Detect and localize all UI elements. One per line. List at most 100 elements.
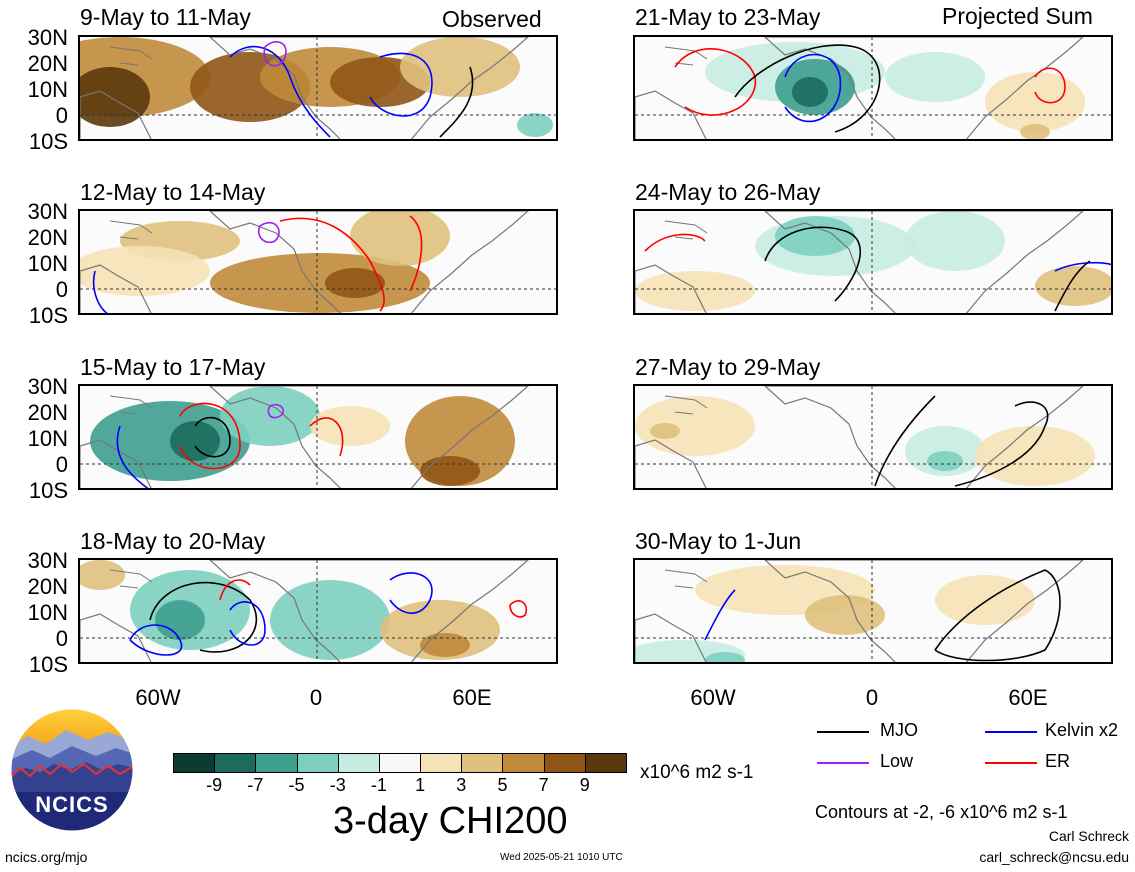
coastline <box>209 386 529 488</box>
footer-email[interactable]: carl_schreck@ncsu.edu <box>979 849 1129 865</box>
colorbar-swatch <box>214 753 257 773</box>
colorbar-tick-label: -1 <box>370 775 387 795</box>
wave-contour <box>1054 260 1091 312</box>
map-plot <box>635 386 1111 488</box>
lon-label-60w-right: 60W <box>690 685 736 710</box>
colorbar-swatch <box>461 753 504 773</box>
coastline <box>80 439 152 488</box>
lat-label-30n: 30N <box>27 374 68 399</box>
chi200-anomaly-blob <box>935 575 1035 625</box>
colorbar-swatch <box>173 753 216 773</box>
colorbar-tick-label: 1 <box>415 775 426 795</box>
coastline <box>209 37 529 139</box>
wave-contour <box>309 417 344 457</box>
observed-label: Observed <box>442 6 542 32</box>
lon-label-60e-left: 60E <box>452 685 492 710</box>
wave-contour <box>439 66 474 138</box>
coastline <box>635 613 707 662</box>
lat-label-10s: 10S <box>28 303 68 328</box>
coastline <box>80 90 152 139</box>
colorbar-swatch <box>255 753 298 773</box>
legend-mjo-label: MJO <box>880 720 918 740</box>
colorbar-tick-label: -7 <box>247 775 264 795</box>
panel-title-obs-4: 18-May to 20-May <box>80 528 266 554</box>
wave-contour <box>129 624 183 656</box>
map-plot <box>80 211 556 313</box>
chi200-anomaly-blob <box>635 396 755 456</box>
colorbar-tick-label: 9 <box>579 775 590 795</box>
lat-label-0: 0 <box>55 277 68 302</box>
chi200-anomaly-blob <box>885 52 985 102</box>
colorbar-title: 3-day CHI200 <box>333 800 568 842</box>
legend-er-swatch <box>985 762 1037 764</box>
panel-title-proj-3: 27-May to 29-May <box>635 354 821 380</box>
lat-label-10n: 10N <box>27 77 68 102</box>
coastline <box>635 264 707 313</box>
wave-contour <box>369 52 433 117</box>
wave-contour <box>267 403 285 419</box>
lon-label-60w-left: 60W <box>135 685 181 710</box>
map-panel-projected-4 <box>633 558 1113 664</box>
coastline <box>764 211 1084 313</box>
chi200-anomaly-blob <box>400 37 520 97</box>
colorbar-swatch <box>337 753 380 773</box>
wave-contour <box>644 233 706 252</box>
ncics-logo[interactable]: NCICS <box>10 708 134 832</box>
map-plot <box>635 211 1111 313</box>
lon-label-0-right: 0 <box>865 685 879 710</box>
legend-kelvin-swatch <box>985 731 1037 733</box>
wave-contour <box>116 425 149 488</box>
panel-title-proj-2: 24-May to 26-May <box>635 179 821 205</box>
panel-title-proj-1: 21-May to 23-May <box>635 4 821 30</box>
wave-contour <box>229 601 266 646</box>
map-panel-projected-2 <box>633 209 1113 315</box>
chi200-anomaly-blob <box>792 77 828 107</box>
chi200-anomaly-blob <box>155 600 205 640</box>
legend-low-label: Low <box>880 751 914 771</box>
caribbean-islands <box>109 46 153 66</box>
legend-mjo-swatch <box>817 731 869 733</box>
wave-contour <box>784 53 842 123</box>
lat-label-0: 0 <box>55 103 68 128</box>
chi200-anomaly-blob <box>270 580 390 660</box>
lat-label-30n: 30N <box>27 25 68 50</box>
wave-contour <box>194 416 231 458</box>
chi200-anomaly-blob <box>420 633 470 657</box>
map-panel-projected-1 <box>633 35 1113 141</box>
lat-label-10n: 10N <box>27 426 68 451</box>
lat-label-20n: 20N <box>27 400 68 425</box>
wave-contour <box>92 270 109 313</box>
colorbar-units: x10^6 m2 s-1 <box>640 762 754 783</box>
wave-contour <box>509 600 528 618</box>
chi200-anomaly-blob <box>1020 124 1050 139</box>
map-panel-observed-3 <box>78 384 558 490</box>
coastline <box>764 386 1084 488</box>
lat-label-0: 0 <box>55 452 68 477</box>
map-plot <box>80 37 556 139</box>
colorbar-tick-label: -5 <box>288 775 305 795</box>
coastline <box>80 613 152 662</box>
coastline <box>764 560 1084 662</box>
chi200-anomaly-blob <box>905 211 1005 271</box>
chi200-anomaly-blob <box>650 423 680 439</box>
colorbar-tick-label: 3 <box>456 775 467 795</box>
colorbar-swatch <box>543 753 586 773</box>
contours-note: Contours at -2, -6 x10^6 m2 s-1 <box>815 802 1068 822</box>
caribbean-islands <box>109 395 153 415</box>
chi200-anomaly-blob <box>170 421 220 461</box>
chi200-anomaly-blob <box>805 595 885 635</box>
legend-kelvin-label: Kelvin x2 <box>1045 720 1119 740</box>
map-panel-observed-2 <box>78 209 558 315</box>
panel-title-obs-1: 9-May to 11-May <box>80 4 251 30</box>
chi200-anomaly-blob <box>517 113 553 137</box>
chi200-anomaly-blob <box>985 72 1085 132</box>
chi200-anomaly-blob <box>927 451 963 471</box>
coastline <box>209 560 529 662</box>
coastline <box>209 211 529 313</box>
wave-contour <box>149 581 257 653</box>
map-panel-observed-4 <box>78 558 558 664</box>
footer-url[interactable]: ncics.org/mjo <box>5 849 88 865</box>
wave-contour <box>704 589 736 641</box>
panel-title-obs-3: 15-May to 17-May <box>80 354 266 380</box>
lat-label-20n: 20N <box>27 574 68 599</box>
